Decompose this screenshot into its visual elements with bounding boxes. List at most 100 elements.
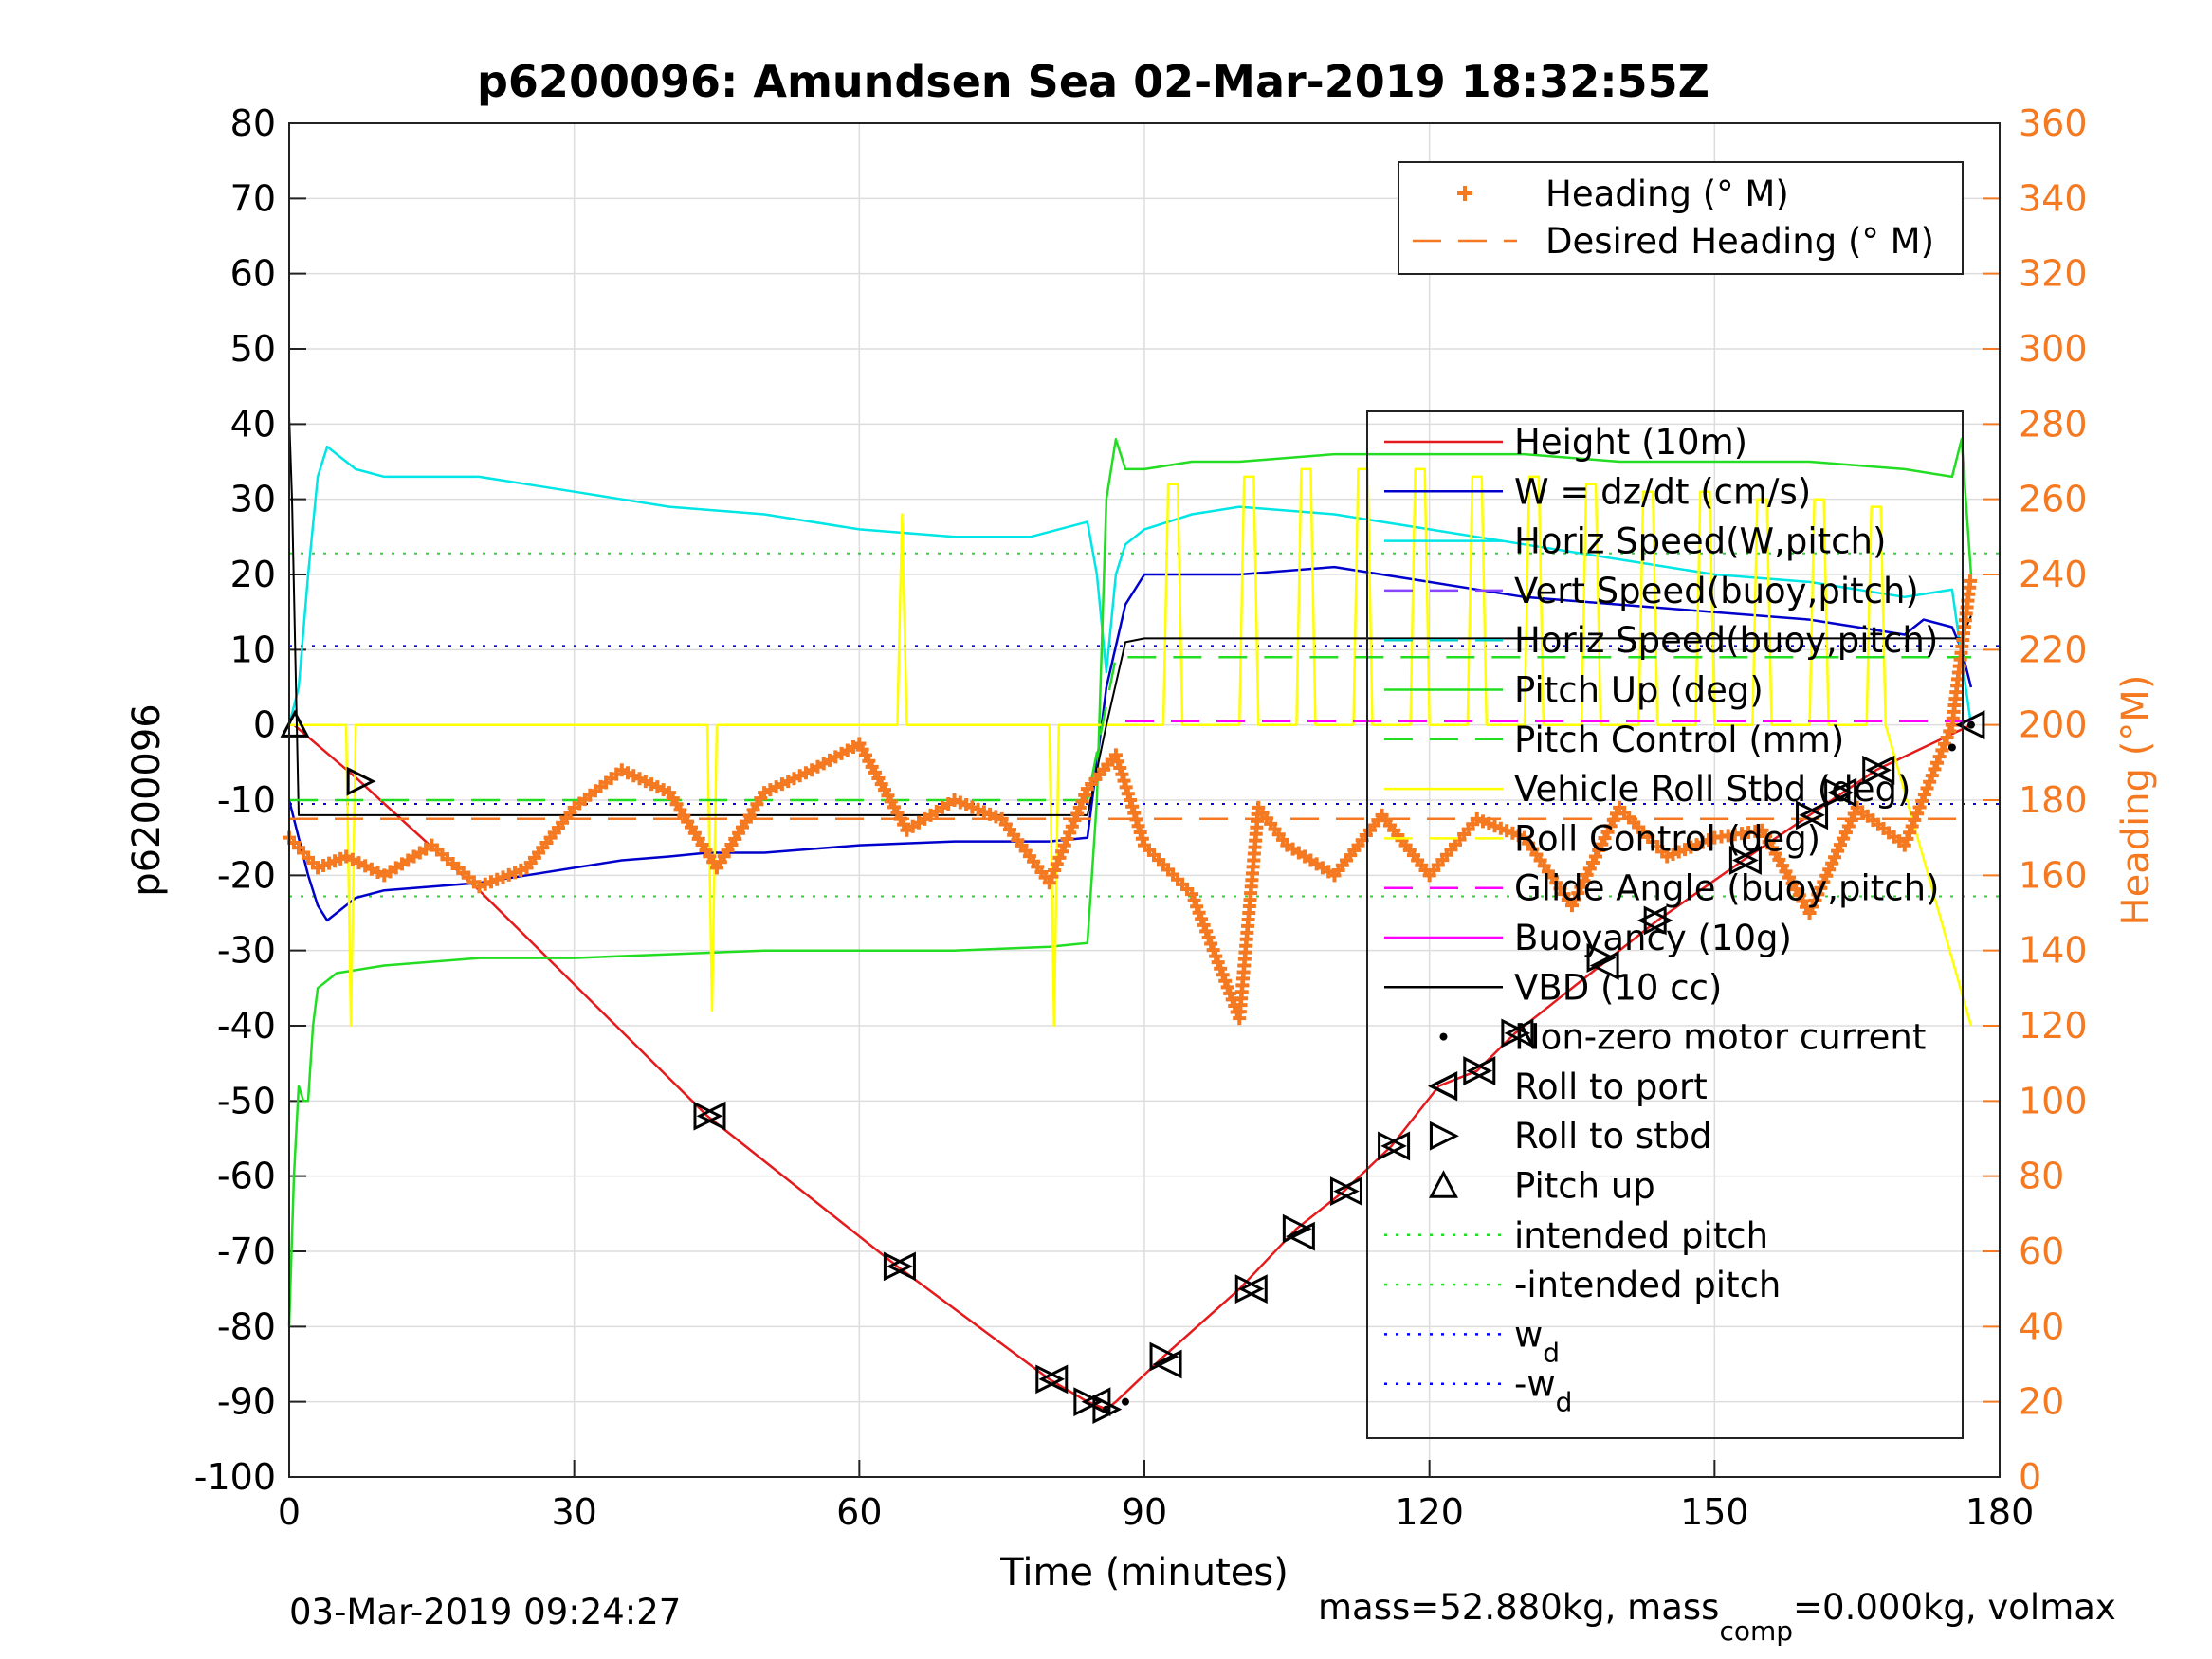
y-tick-label: -50 xyxy=(217,1080,276,1121)
roll-to-stbd-marker xyxy=(346,766,376,796)
y-right-tick-label: 340 xyxy=(2019,177,2088,219)
legend-top-label: Heading (° M) xyxy=(1545,173,1789,214)
heading-marker xyxy=(1920,781,1934,795)
legend-main-label: Roll Control (deg) xyxy=(1514,818,1820,859)
footer-mass-post: =0.000kg, volmax xyxy=(1793,1587,2116,1628)
tick-labels: 0 30 60 90 120 150 18080706050403020100-10-20-… xyxy=(194,102,2088,1533)
legend-main-label: Vert Speed(buoy,pitch) xyxy=(1514,571,1919,611)
y-tick-label: -70 xyxy=(217,1231,276,1272)
x-tick-label: 60 xyxy=(836,1491,882,1533)
heading-marker xyxy=(1900,831,1914,846)
heading-marker xyxy=(1932,750,1947,764)
roll-to-port-marker xyxy=(1038,1364,1069,1395)
legend-main-label: Pitch Up (deg) xyxy=(1514,670,1764,711)
roll-to-port-marker xyxy=(1466,1056,1496,1086)
y-tick-label: 0 xyxy=(253,704,276,746)
legend-top-box xyxy=(1398,161,1964,275)
y-tick-label: -100 xyxy=(194,1456,276,1498)
roll-to-stbd-marker xyxy=(1862,755,1892,785)
legend-subscript: d xyxy=(1543,1337,1560,1368)
y-tick-label: 50 xyxy=(230,328,276,370)
roll-to-stbd-marker xyxy=(1728,846,1759,875)
roll-to-stbd-marker xyxy=(1329,1176,1360,1206)
legend-swatch xyxy=(1429,1170,1458,1198)
y-tick-label: 20 xyxy=(230,554,276,595)
heading-marker xyxy=(1127,806,1142,820)
roll-to-stbd-marker xyxy=(1643,905,1673,936)
roll-to-port-marker xyxy=(1081,1387,1111,1417)
footer-mass-pre: mass=52.880kg, mass xyxy=(1318,1587,1719,1628)
legend-subscript: d xyxy=(1556,1387,1573,1418)
y-right-tick-label: 120 xyxy=(2019,1005,2088,1047)
series-line xyxy=(293,723,1972,1411)
legend-main-label: Non-zero motor current xyxy=(1514,1017,1926,1058)
heading-marker xyxy=(1133,826,1147,839)
roll-to-stbd-marker xyxy=(1234,1274,1265,1304)
legend-main-label: Height (10m) xyxy=(1514,422,1747,463)
heading-marker xyxy=(1117,774,1131,788)
heading-marker xyxy=(1964,574,1978,588)
heading-marker xyxy=(1905,819,1919,833)
legend-main-label: Roll to port xyxy=(1514,1066,1708,1107)
roll-to-port-marker xyxy=(1237,1274,1268,1304)
series-group xyxy=(283,416,1978,1411)
x-tick-label: 30 xyxy=(551,1491,596,1533)
y-axis-right-label: Heading (°M) xyxy=(2114,675,2158,926)
y-tick-label: 10 xyxy=(230,629,276,670)
y-tick-label: -60 xyxy=(217,1156,276,1197)
roll-to-port-marker xyxy=(1589,951,1619,980)
heading-marker xyxy=(1935,743,1949,757)
footer-mass-sub: comp xyxy=(1719,1615,1793,1647)
y-right-tick-label: 300 xyxy=(2019,328,2088,370)
y-tick-label: -80 xyxy=(217,1305,276,1347)
roll-to-port-marker xyxy=(1955,710,1985,740)
y-right-tick-label: 260 xyxy=(2019,479,2088,520)
legend-main-label: Horiz Speed(buoy,pitch) xyxy=(1514,620,1938,661)
roll-to-port-marker xyxy=(1504,1018,1534,1048)
roll-to-port-marker xyxy=(1799,800,1829,830)
legend-main-label: -intended pitch xyxy=(1514,1265,1781,1305)
roll-to-stbd-marker xyxy=(1149,1341,1179,1372)
roll-to-stbd-marker xyxy=(1035,1364,1066,1395)
y-right-tick-label: 80 xyxy=(2019,1156,2064,1197)
legend-main-label: Buoyancy (10g) xyxy=(1514,918,1792,958)
legend-main-label: VBD (10 cc) xyxy=(1514,967,1722,1008)
heading-marker xyxy=(1108,748,1123,762)
roll-to-stbd-marker xyxy=(1073,1387,1104,1417)
motor-current-marker xyxy=(1121,1397,1129,1406)
y-right-tick-label: 360 xyxy=(2019,102,2088,144)
roll-to-port-marker xyxy=(696,1101,726,1131)
roll-to-port-marker xyxy=(1286,1221,1315,1251)
y-tick-label: -20 xyxy=(217,854,276,896)
heading-marker xyxy=(1928,762,1942,776)
roll-to-stbd-marker xyxy=(693,1101,723,1131)
legend-swatch xyxy=(1428,1071,1457,1102)
heading-marker xyxy=(1910,807,1924,821)
y-right-tick-label: 220 xyxy=(2019,629,2088,670)
y-tick-label: -40 xyxy=(217,1005,276,1047)
roll-to-port-marker xyxy=(1732,846,1762,875)
heading-marker xyxy=(1912,800,1927,814)
x-tick-label: 90 xyxy=(1122,1491,1167,1533)
chart-title: p6200096: Amundsen Sea 02-Mar-2019 18:32… xyxy=(477,56,1709,107)
series-line xyxy=(289,656,1971,802)
y-tick-label: 40 xyxy=(230,403,276,445)
roll-to-stbd-marker xyxy=(1282,1213,1312,1244)
y-right-tick-label: 200 xyxy=(2019,704,2088,746)
y-right-tick-label: 60 xyxy=(2019,1231,2064,1272)
motor-current-marker xyxy=(1947,743,1956,752)
heading-marker xyxy=(1923,775,1937,789)
y-right-tick-label: 100 xyxy=(2019,1080,2088,1121)
roll-to-port-marker xyxy=(1865,755,1895,785)
y-right-tick-label: 320 xyxy=(2019,253,2088,295)
y-right-tick-label: 180 xyxy=(2019,779,2088,821)
footer-timestamp: 03-Mar-2019 09:24:27 xyxy=(289,1592,681,1632)
heading-marker xyxy=(1937,737,1951,751)
y-right-tick-label: 40 xyxy=(2019,1305,2064,1347)
heading-marker xyxy=(1119,780,1133,794)
y-tick-label: -90 xyxy=(217,1381,276,1423)
heading-marker xyxy=(1903,826,1917,840)
x-axis-label: Time (minutes) xyxy=(999,1551,1289,1595)
roll-to-stbd-marker xyxy=(883,1251,913,1282)
y-right-tick-label: 240 xyxy=(2019,554,2088,595)
